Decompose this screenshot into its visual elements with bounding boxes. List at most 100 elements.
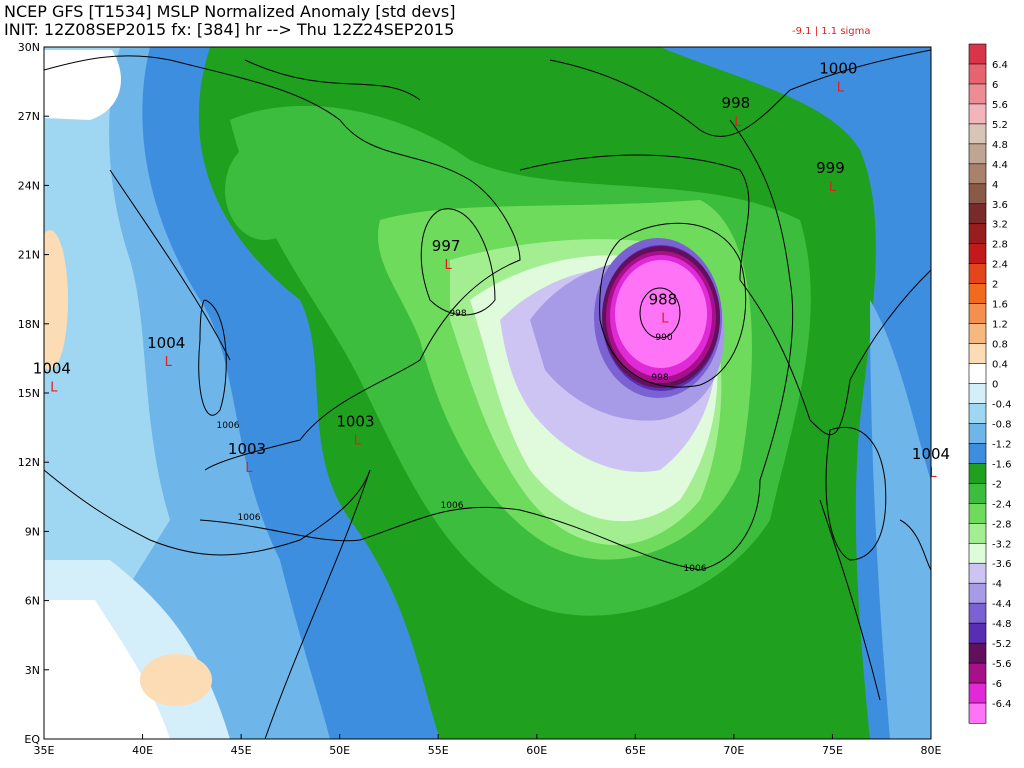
- colorbar-swatch: [968, 183, 987, 205]
- pressure-center: 1003 L: [336, 413, 374, 449]
- colorbar-swatch: [968, 682, 987, 704]
- colorbar-swatch: [968, 43, 987, 65]
- colorbar-label: -1.6: [992, 459, 1012, 470]
- longitude-label: 70E: [723, 744, 744, 757]
- longitude-label: 80E: [921, 744, 942, 757]
- longitude-labels: 35E 40E 45E 50E 55E 60E 65E 70E 75E 80E: [34, 734, 942, 757]
- colorbar-label: -2.4: [992, 499, 1012, 510]
- low-marker: L: [444, 258, 452, 273]
- low-marker: L: [165, 355, 173, 370]
- colorbar-swatch: [968, 243, 987, 265]
- latitude-label: 9N: [25, 525, 40, 538]
- pressure-value: 999: [816, 159, 845, 177]
- colorbar-swatch: [968, 423, 987, 445]
- colorbar-label: -5.6: [992, 659, 1012, 670]
- colorbar-swatch: [968, 443, 987, 464]
- colorbar-label: 0.4: [992, 360, 1008, 371]
- colorbar-label: 6.4: [992, 60, 1008, 71]
- colorbar-label: 0.8: [992, 340, 1008, 351]
- longitude-label: 35E: [34, 744, 55, 757]
- colorbar-swatch: [968, 323, 987, 345]
- isobar-label: 1006: [217, 421, 240, 431]
- colorbar-swatch: [968, 83, 987, 105]
- colorbar-swatch: [968, 223, 987, 245]
- colorbar-swatch: [968, 383, 987, 405]
- colorbar-label: 0: [992, 380, 998, 391]
- latitude-label: 21N: [18, 249, 40, 262]
- anomaly-field: [44, 47, 931, 739]
- colorbar-label: 4: [992, 180, 998, 191]
- pressure-value: 1003: [228, 440, 266, 458]
- colorbar-label: -4: [992, 579, 1002, 590]
- colorbar-label: 3.2: [992, 220, 1008, 231]
- latitude-label: 3N: [25, 664, 40, 677]
- colorbar: 6.4 6 5.6 5.2 4.8 4.4 4 3.6 3.2 2.8 2.4 2 1.6 1.2 0.8 0…: [968, 43, 1012, 724]
- pressure-value: 1004: [147, 334, 185, 352]
- colorbar-swatch: [968, 343, 987, 365]
- colorbar-swatch: [968, 403, 987, 425]
- pressure-center: 1004 L: [147, 334, 185, 370]
- colorbar-label: -2.8: [992, 519, 1012, 530]
- longitude-label: 55E: [428, 744, 449, 757]
- latitude-label: 12N: [18, 456, 40, 469]
- colorbar-label: -0.8: [992, 419, 1012, 430]
- colorbar-label: -4.4: [992, 599, 1012, 610]
- pressure-center: 1004 L: [33, 359, 71, 395]
- colorbar-label: -4.8: [992, 619, 1012, 630]
- map-title: NCEP GFS [T1534] MSLP Normalized Anomaly…: [4, 2, 456, 21]
- pressure-center: 1003 L: [228, 440, 266, 476]
- colorbar-label: -5.2: [992, 639, 1012, 650]
- colorbar-label: -1.2: [992, 439, 1012, 450]
- colorbar-label: 2: [992, 280, 998, 291]
- colorbar-swatch: [968, 303, 987, 325]
- pressure-center: 988 L: [649, 290, 678, 326]
- low-marker: L: [829, 180, 837, 195]
- colorbar-swatch: [968, 602, 987, 624]
- colorbar-swatch: [968, 483, 987, 504]
- colorbar-label: 5.6: [992, 100, 1008, 111]
- colorbar-label: 4.8: [992, 140, 1008, 151]
- colorbar-label: 3.6: [992, 200, 1008, 211]
- colorbar-swatch: [968, 622, 987, 644]
- isobar-label: 998: [651, 373, 668, 383]
- low-marker: L: [50, 380, 58, 395]
- colorbar-swatch: [968, 63, 987, 85]
- low-marker: L: [929, 466, 937, 481]
- colorbar-swatch: [968, 363, 987, 385]
- pressure-value: 1003: [336, 413, 374, 431]
- init-forecast-line: INIT: 12Z08SEP2015 fx: [384] hr --> Thu …: [4, 20, 455, 39]
- colorbar-label: 5.2: [992, 120, 1008, 131]
- pressure-center: 1000 L: [819, 60, 857, 96]
- colorbar-swatch: [968, 503, 987, 524]
- isobar-label: 1006: [238, 513, 261, 523]
- pressure-value: 1004: [33, 359, 71, 377]
- pressure-value: 997: [432, 237, 461, 255]
- latitude-labels: 30N 27N 24N 21N 18N 15N 12N 9N 6N 3N EQ: [18, 41, 49, 746]
- colorbar-label: -6: [992, 679, 1002, 690]
- colorbar-label: 2.4: [992, 260, 1008, 271]
- latitude-label: 27N: [18, 110, 40, 123]
- colorbar-label: 1.2: [992, 320, 1008, 331]
- sigma-range-label: -9.1 | 1.1 sigma: [792, 26, 871, 37]
- latitude-label: EQ: [24, 733, 40, 746]
- colorbar-swatch: [968, 123, 987, 145]
- latitude-label: 18N: [18, 318, 40, 331]
- colorbar-swatch: [968, 283, 987, 305]
- longitude-label: 40E: [132, 744, 153, 757]
- isobar-label: 1006: [441, 501, 464, 511]
- latitude-label: 24N: [18, 179, 40, 192]
- colorbar-swatch: [968, 522, 987, 544]
- low-marker: L: [734, 115, 742, 130]
- pressure-value: 998: [722, 94, 751, 112]
- pressure-value: 1000: [819, 60, 857, 78]
- colorbar-label: 6: [992, 80, 998, 91]
- colorbar-label: 4.4: [992, 160, 1008, 171]
- colorbar-label: 2.8: [992, 240, 1008, 251]
- colorbar-swatch: [968, 562, 987, 584]
- longitude-label: 60E: [526, 744, 547, 757]
- colorbar-swatch: [968, 263, 987, 285]
- colorbar-label: -3.2: [992, 539, 1012, 550]
- latitude-label: 15N: [18, 387, 40, 400]
- latitude-label: 30N: [18, 41, 40, 54]
